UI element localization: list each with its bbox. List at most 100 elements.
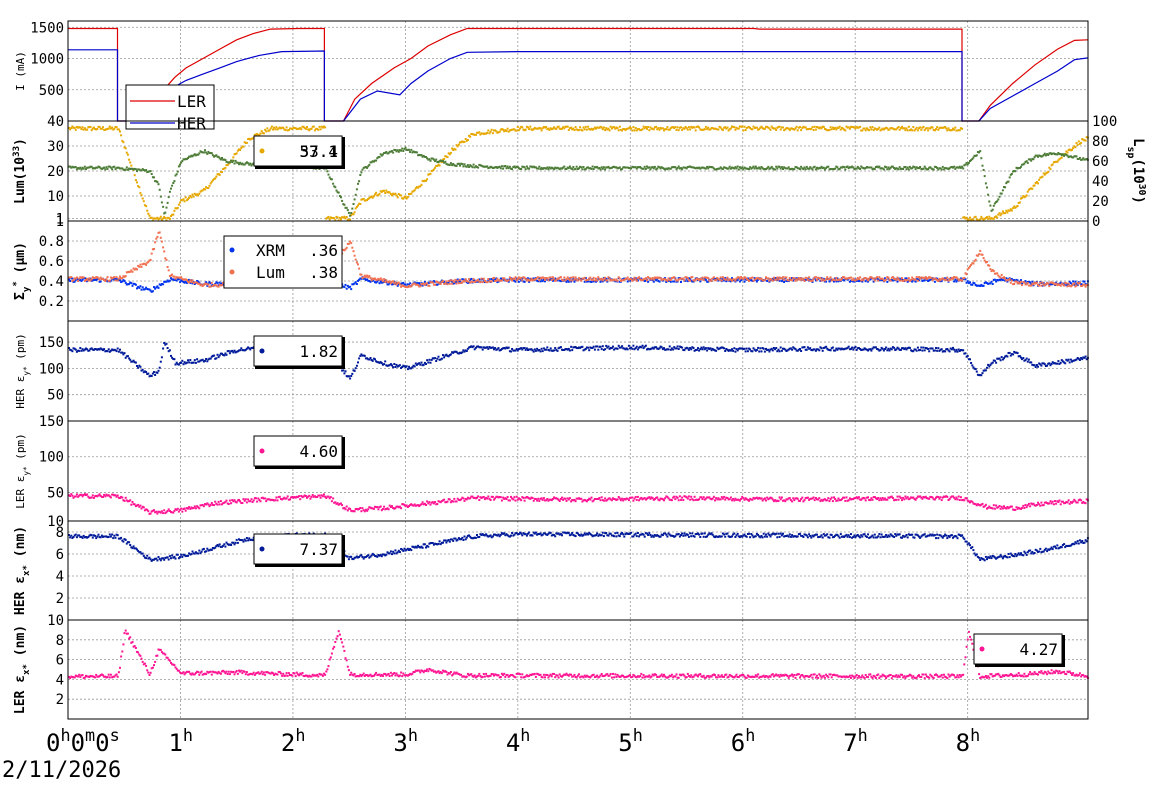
data-point [376,506,378,508]
data-point [583,127,585,129]
data-point [181,360,183,362]
data-point [382,508,384,510]
data-point [994,360,996,362]
data-point [135,168,137,170]
data-point [705,126,707,128]
data-point [188,197,190,199]
data-point [1017,205,1019,207]
data-point [450,353,452,355]
data-point [859,126,861,128]
data-point [702,348,704,350]
data-point [818,349,820,351]
data-point [597,276,599,278]
data-point [1030,285,1032,287]
data-point [1004,186,1006,188]
data-point [209,185,211,187]
data-point [775,129,777,131]
data-point [979,250,981,252]
data-point [204,189,206,191]
data-point [220,500,222,502]
data-point [509,166,511,168]
data-point [110,496,112,498]
data-point [645,168,647,170]
data-point [674,166,676,168]
data-point [156,236,158,238]
y2-tick-label: 20 [1092,194,1109,210]
data-point [391,364,393,366]
data-point [917,129,919,131]
data-point [169,349,171,351]
data-point [357,361,359,363]
data-point [907,129,909,131]
data-point [807,279,809,281]
data-point [826,276,828,278]
data-point [1009,278,1011,280]
data-point [163,250,165,252]
data-point [120,134,122,136]
data-point [398,282,400,284]
data-point [1031,281,1033,283]
data-point [999,358,1001,360]
data-point [373,508,375,510]
data-point [825,346,827,348]
data-point [279,496,281,498]
value-box-text: 1.82 [299,342,338,361]
data-point [1028,359,1030,361]
data-point [809,347,811,349]
data-point [912,350,914,352]
data-point [409,151,411,153]
data-point [450,279,452,281]
data-point [426,178,428,180]
data-point [992,283,994,285]
data-point [575,168,577,170]
data-point [844,129,846,131]
data-point [745,129,747,131]
data-point [619,278,621,280]
data-point [816,279,818,281]
data-point [1019,201,1021,203]
data-point [919,166,921,168]
data-point [184,508,186,510]
data-point [160,237,162,239]
data-point [392,366,394,368]
data-point [1027,282,1029,284]
data-point [249,500,251,502]
data-point [176,280,178,282]
data-point [499,131,501,133]
data-point [547,279,549,281]
data-point [571,168,573,170]
data-point [207,187,209,189]
data-point [354,255,356,257]
data-point [438,356,440,358]
data-point [136,268,138,270]
data-point [680,126,682,128]
data-point [1012,353,1014,355]
data-point [1026,358,1028,360]
data-point [1011,210,1013,212]
data-point [219,174,221,176]
data-point [908,277,910,279]
data-point [980,374,982,376]
data-point [217,504,219,506]
data-point [936,126,938,128]
data-point [967,280,969,282]
data-point [305,495,307,497]
data-point [705,347,707,349]
data-point [537,168,539,170]
data-point [597,349,599,351]
data-point [246,142,248,144]
data-point [171,274,173,276]
data-point [665,128,667,130]
data-point [916,276,918,278]
data-point [791,279,793,281]
data-point [730,128,732,130]
data-point [547,168,549,170]
data-point [517,126,519,128]
data-point [1052,163,1054,165]
data-point [993,270,995,272]
data-point [774,169,776,171]
data-point [1085,356,1087,358]
data-point [931,277,933,279]
